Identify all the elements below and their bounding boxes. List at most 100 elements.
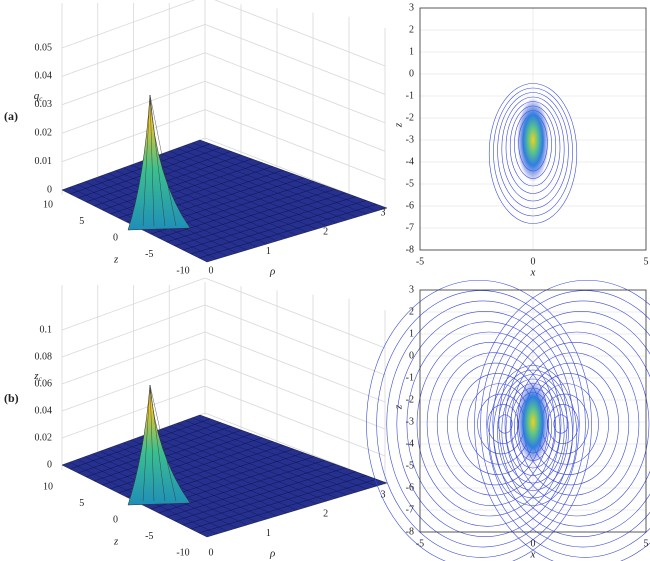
vertical-tick-label: 0 [47,459,52,470]
y-tick-label: 2 [409,24,414,35]
surface-plot [61,277,388,538]
y-tick-label: -7 [406,504,414,515]
vertical-axis-label: zc [33,370,42,383]
surface-mesh [149,94,177,227]
box-line [204,52,386,124]
vertical-tick-label: 0.05 [35,42,53,53]
x-tick-label: 0 [531,256,536,267]
surface-mesh [149,384,177,502]
surface-mesh [149,94,166,227]
surface-mesh [190,475,367,530]
contour-blob [517,98,549,182]
y-tick-label: -6 [406,200,414,211]
y-tick-label: 2 [409,306,414,317]
y-tick-label: -5 [406,178,414,189]
contour-line [480,290,650,558]
panel-label: (a) [4,109,18,123]
depth-axis-label: z [113,254,119,266]
vertical-tick-label: 0.02 [35,127,53,138]
y-tick-label: 3 [409,2,414,13]
surface-mesh [198,204,377,259]
y-tick-label: -3 [406,134,414,145]
radial-tick-label: 0 [209,265,214,276]
vertical-axis-label: qc [34,90,44,103]
depth-tick-label: 0 [113,514,118,525]
surface-mesh [176,423,358,493]
x-tick-label: -5 [416,538,424,549]
x-tick-label: 5 [644,256,649,267]
surface-mesh [184,420,368,490]
radial-tick-label: 1 [266,246,271,257]
x-tick-label: 5 [644,538,649,549]
label-base: z [33,370,39,382]
radial-tick-label: 3 [381,489,386,500]
surface-mesh [149,94,155,227]
contour-plot [419,7,647,251]
contour-blob [517,380,549,464]
contour-line [386,300,580,548]
depth-tick-label: -10 [176,547,189,558]
contour-line [416,331,562,517]
box-line [204,331,386,403]
box-line [204,358,386,430]
depth-tick-label: -5 [145,249,153,260]
plot-frame [419,289,647,533]
vertical-tick-label: 0.04 [35,405,53,416]
depth-tick-label: 5 [79,216,84,227]
surface-plot [61,0,388,263]
contour-line [406,321,568,527]
surface-mesh [184,145,368,215]
contour-line [488,83,578,224]
box-line [204,277,386,349]
radial-tick-label: 3 [381,207,386,218]
box-line [204,385,386,457]
contour-line [504,331,650,517]
contour-plot [366,279,650,561]
contour-line [510,342,640,506]
surface-mesh [149,384,155,502]
y-tick-label: 0 [409,68,414,79]
contour-line [501,96,565,202]
panel-label: (b) [4,391,19,405]
surface-mesh [142,384,151,502]
y-tick-label: -5 [406,460,414,471]
box-line [204,304,386,376]
contour-line [486,300,650,548]
x-tick-label: 0 [531,538,536,549]
vertical-tick-label: 0.06 [35,378,53,389]
label-sub: c [39,95,43,103]
contour-line [493,369,573,499]
radial-axis-label: ρ [269,266,275,278]
contour-line [492,311,650,537]
radial-axis-label: ρ [269,548,275,560]
contour-line [493,87,573,217]
y-tick-label: 3 [409,284,414,295]
y-tick-label: 1 [409,46,414,57]
radial-tick-label: 0 [209,547,214,558]
depth-axis-label: z [113,536,119,548]
y-axis-label: z [393,122,405,128]
contour-line [497,92,569,209]
x-axis-label: x [530,549,536,561]
y-tick-label: 0 [409,350,414,361]
y-tick-label: 1 [409,328,414,339]
y-tick-label: -7 [406,222,414,233]
plot-frame [419,7,647,251]
radial-tick-label: 2 [323,509,328,520]
depth-tick-label: 0 [113,232,118,243]
surface-mesh [149,384,166,502]
vertical-tick-label: 0.01 [35,156,53,167]
contour-line [426,342,556,506]
depth-tick-label: 10 [43,481,53,492]
vertical-tick-label: 0.08 [35,351,53,362]
surface-mesh [192,142,378,212]
surface-mesh [192,417,378,487]
vertical-tick-label: 0.02 [35,432,53,443]
box-line [204,80,386,152]
contour-line [488,365,578,506]
y-tick-label: -8 [406,244,414,255]
y-tick-label: -2 [406,394,414,405]
label-sub: c [39,375,43,383]
x-axis-label: x [530,267,536,279]
